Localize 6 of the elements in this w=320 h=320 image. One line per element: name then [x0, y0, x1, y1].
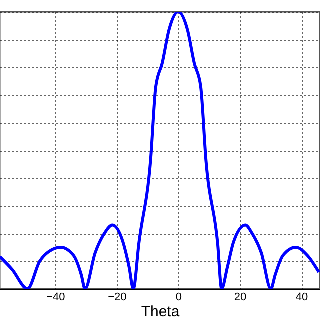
- x-tick-label: 0: [176, 292, 182, 304]
- x-axis-title: Theta: [141, 304, 180, 320]
- x-tick-label: −20: [108, 292, 127, 304]
- x-tick-label: 40: [296, 292, 308, 304]
- x-tick-label: 20: [234, 292, 247, 304]
- x-tick-label: −40: [46, 292, 66, 304]
